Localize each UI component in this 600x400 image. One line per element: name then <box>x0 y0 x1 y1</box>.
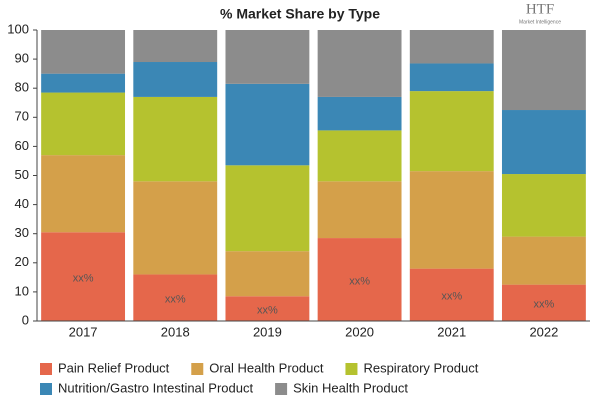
bar-segment <box>41 155 126 233</box>
bar-segment <box>133 30 218 63</box>
bar-segment <box>317 96 402 131</box>
y-tick-label: 80 <box>15 80 29 95</box>
bar-segment <box>225 296 310 321</box>
x-tick-label: 2020 <box>345 324 374 339</box>
legend-swatch <box>345 363 358 375</box>
y-tick-label: 90 <box>15 51 29 66</box>
value-label: xx% <box>165 294 186 306</box>
y-tick-label: 30 <box>15 225 29 240</box>
value-label: xx% <box>534 299 555 311</box>
y-tick-label: 50 <box>15 167 29 182</box>
bar-segment <box>317 181 402 239</box>
value-label: xx% <box>257 305 278 317</box>
logo-tagline: Market Intelligence <box>519 19 561 25</box>
bar-segment <box>41 30 126 74</box>
legend-swatch <box>40 363 52 375</box>
bar-segment <box>409 171 494 269</box>
y-tick-label: 20 <box>15 254 29 269</box>
x-tick-label: 2022 <box>529 324 558 339</box>
x-tick-label: 2019 <box>253 324 282 339</box>
x-tick-label: 2021 <box>437 324 466 339</box>
legend-label: Oral Health Product <box>209 360 324 375</box>
bar-segment <box>225 165 310 252</box>
y-tick-label: 70 <box>15 109 29 124</box>
logo: HTF <box>526 1 554 17</box>
legend-swatch <box>275 383 288 395</box>
y-tick-label: 10 <box>15 283 29 298</box>
bar-segment <box>41 73 126 93</box>
legend-label: Respiratory Product <box>363 360 478 375</box>
bar-segment <box>409 91 494 172</box>
y-tick-label: 0 <box>22 312 29 327</box>
x-tick-label: 2017 <box>69 324 98 339</box>
bar-segment <box>133 96 218 182</box>
bar-segment <box>133 274 218 321</box>
bar-segment <box>409 268 494 321</box>
value-label: xx% <box>441 291 462 303</box>
bar-segment <box>41 92 126 156</box>
legend-label: Nutrition/Gastro Intestinal Product <box>58 380 253 395</box>
bar-segment <box>501 284 586 321</box>
bar-segment <box>225 251 310 297</box>
y-tick-label: 100 <box>7 21 29 36</box>
bar-segment <box>133 62 218 97</box>
bar-segment <box>501 110 586 175</box>
bar-segment <box>409 30 494 64</box>
legend-label: Skin Health Product <box>293 380 408 395</box>
bar-segment <box>501 236 586 285</box>
bar-segment <box>317 130 402 182</box>
y-tick-label: 60 <box>15 138 29 153</box>
x-tick-label: 2018 <box>161 324 190 339</box>
value-label: xx% <box>73 273 94 285</box>
bar-segment <box>225 83 310 166</box>
legend-swatch <box>40 383 52 395</box>
bar-segment <box>501 174 586 237</box>
bar-segment <box>317 238 402 321</box>
value-label: xx% <box>349 275 370 287</box>
legend-swatch <box>191 363 204 375</box>
bar-segment <box>133 181 218 275</box>
bar-segment <box>41 232 126 321</box>
legend-label: Pain Relief Product <box>58 360 170 375</box>
bar-segment <box>225 30 310 84</box>
bar-segment <box>409 63 494 92</box>
y-tick-label: 40 <box>15 196 29 211</box>
bar-segment <box>317 30 402 97</box>
bar-segment <box>501 30 586 111</box>
chart-title: % Market Share by Type <box>220 6 380 22</box>
